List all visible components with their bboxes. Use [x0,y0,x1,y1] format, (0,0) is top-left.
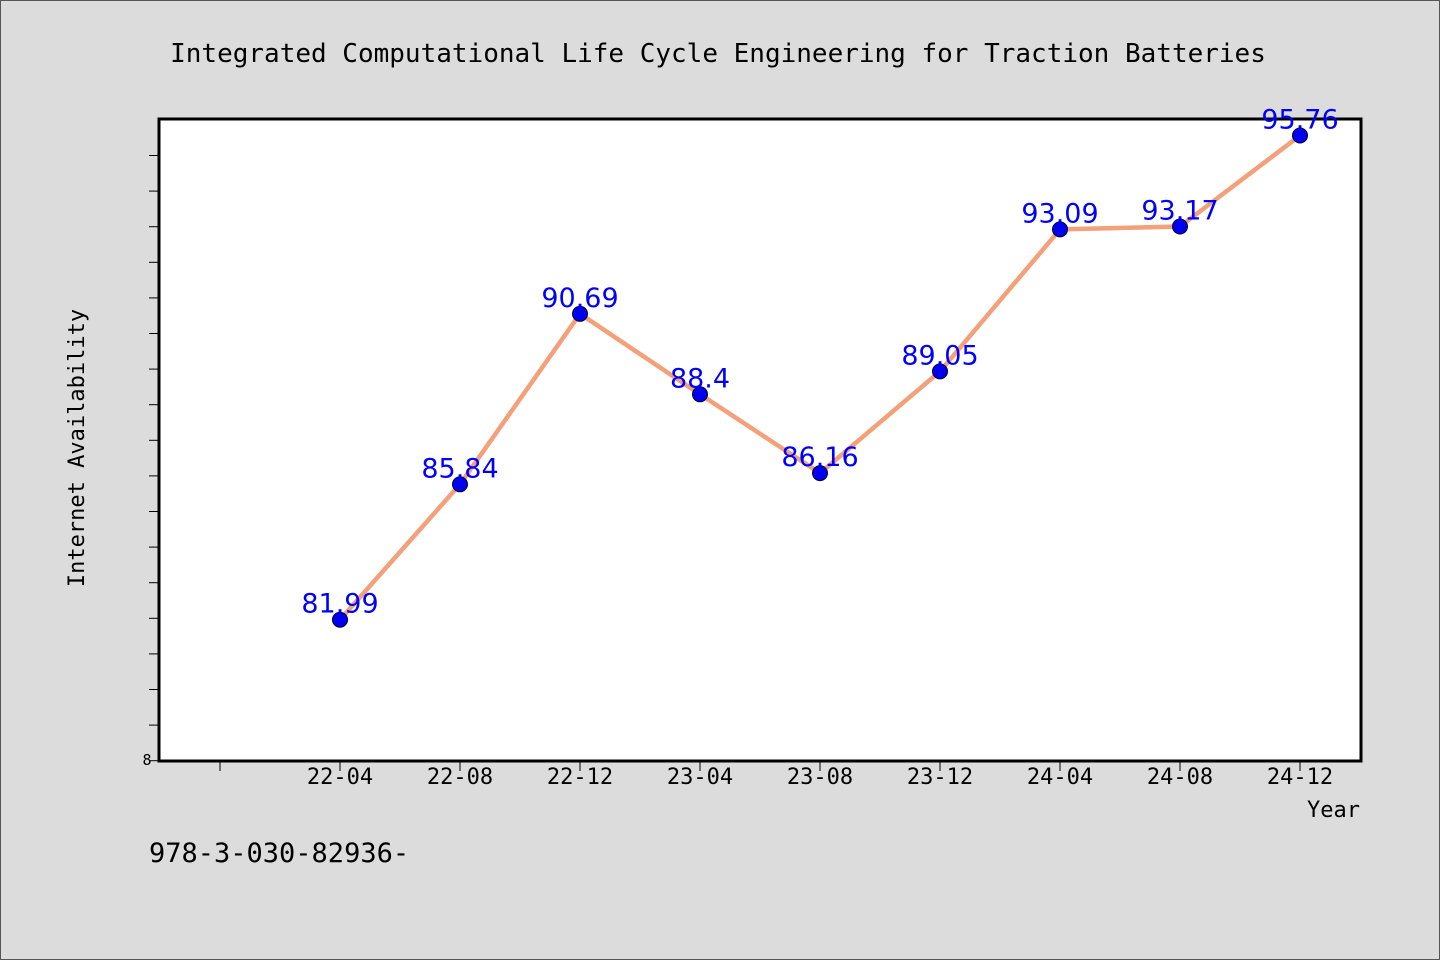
data-point-marker [1052,221,1068,238]
data-point-marker [572,305,588,322]
data-label: 93.09 [1021,198,1098,229]
data-point-marker [452,476,468,493]
data-point-marker [1292,127,1308,144]
data-label: 86.16 [781,442,858,473]
x-tick-label: 22-12 [547,765,613,790]
data-label: 93.17 [1141,196,1218,227]
data-label: 89.05 [901,340,978,371]
x-tick-label: 23-12 [907,765,973,790]
footnote-isbn: 978-3-030-82936- [149,838,409,869]
y-tick-label: 8 [142,751,151,769]
chart-title: Integrated Computational Life Cycle Engi… [170,39,1266,69]
y-axis-label: Internet Availability [65,309,90,587]
data-label: 95.76 [1261,105,1338,136]
x-axis-ticks: 22-04 22-08 22-12 23-04 23-08 23-12 24-04 24-08… [219,761,1333,790]
x-tick-label: 24-08 [1147,765,1213,790]
x-tick-label: 23-04 [667,765,733,790]
data-label: 90.69 [541,283,618,314]
y-axis-ticks [149,155,159,762]
data-point-marker [932,363,948,380]
x-tick-label: 22-08 [427,765,493,790]
x-tick-label: 22-04 [307,765,373,790]
series-layer [332,127,1308,628]
data-label: 81.99 [301,589,378,620]
x-tick-label: 24-12 [1267,765,1333,790]
data-point-marker [812,465,828,482]
data-point-marker [332,611,348,628]
data-point-marker [692,386,708,403]
data-label: 88.4 [670,363,730,394]
x-tick-label: 23-08 [787,765,853,790]
data-labels-layer: 81.99 85.84 90.69 88.4 86.16 89.05 93.09 93.17 9… [301,105,1338,620]
data-label: 85.84 [421,453,498,484]
data-point-marker [1172,218,1188,235]
x-tick-label: 24-04 [1027,765,1093,790]
x-axis-label: Year [1307,798,1360,823]
